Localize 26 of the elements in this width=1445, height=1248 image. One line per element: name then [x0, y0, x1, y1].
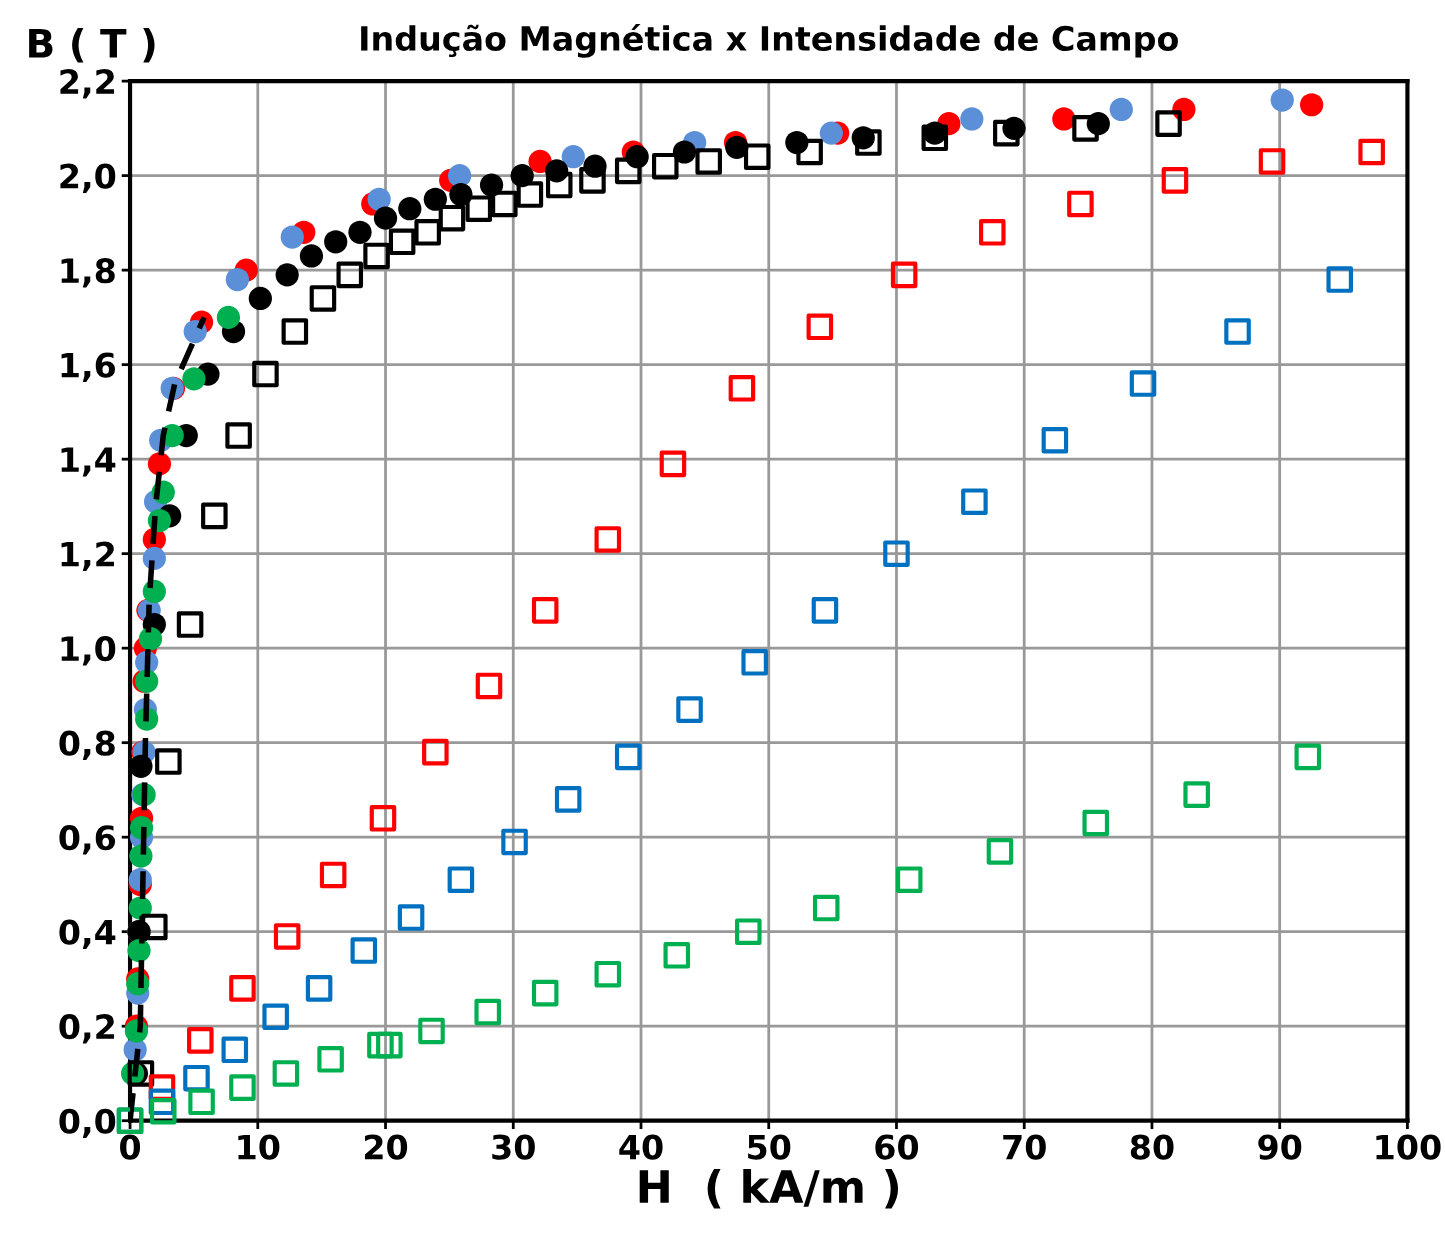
y-tick-label: 0,0	[59, 1108, 116, 1139]
x-tick-label: 20	[364, 1134, 408, 1160]
y-tick-label: 1,0	[61, 636, 116, 666]
y-tick-label: 1,6	[61, 352, 116, 383]
x-tick-label: 50	[748, 1134, 791, 1160]
y-tick-label: 1,2	[61, 541, 114, 572]
chart-title: Indução Magnética x Intensidade de Campo	[361, 23, 1178, 58]
x-tick-label: 90	[1258, 1134, 1302, 1160]
y-axis-title: B ( T )	[29, 27, 155, 63]
y-tick-label: 0,4	[59, 919, 116, 950]
x-axis-title: H ( kA/m )	[639, 1168, 899, 1209]
x-tick-label: 70	[1003, 1134, 1046, 1160]
x-tick-label: 10	[238, 1134, 280, 1160]
y-tick-label: 1,4	[61, 447, 116, 477]
y-tick-label: 0,8	[59, 730, 115, 761]
x-tick-label: 40	[619, 1134, 663, 1160]
y-tick-label: 0,6	[59, 825, 116, 855]
x-tick-label: 60	[875, 1134, 919, 1160]
y-tick-label: 0,2	[59, 1014, 114, 1044]
y-tick-label: 2,0	[60, 163, 116, 194]
x-tick-label: 0	[120, 1134, 141, 1160]
x-tick-label: 30	[492, 1134, 535, 1160]
y-tick-label: 2,2	[60, 69, 114, 99]
y-tick-label: 1,8	[61, 258, 115, 288]
x-tick-label: 80	[1130, 1134, 1174, 1160]
x-tick-label: 100	[1376, 1134, 1441, 1160]
